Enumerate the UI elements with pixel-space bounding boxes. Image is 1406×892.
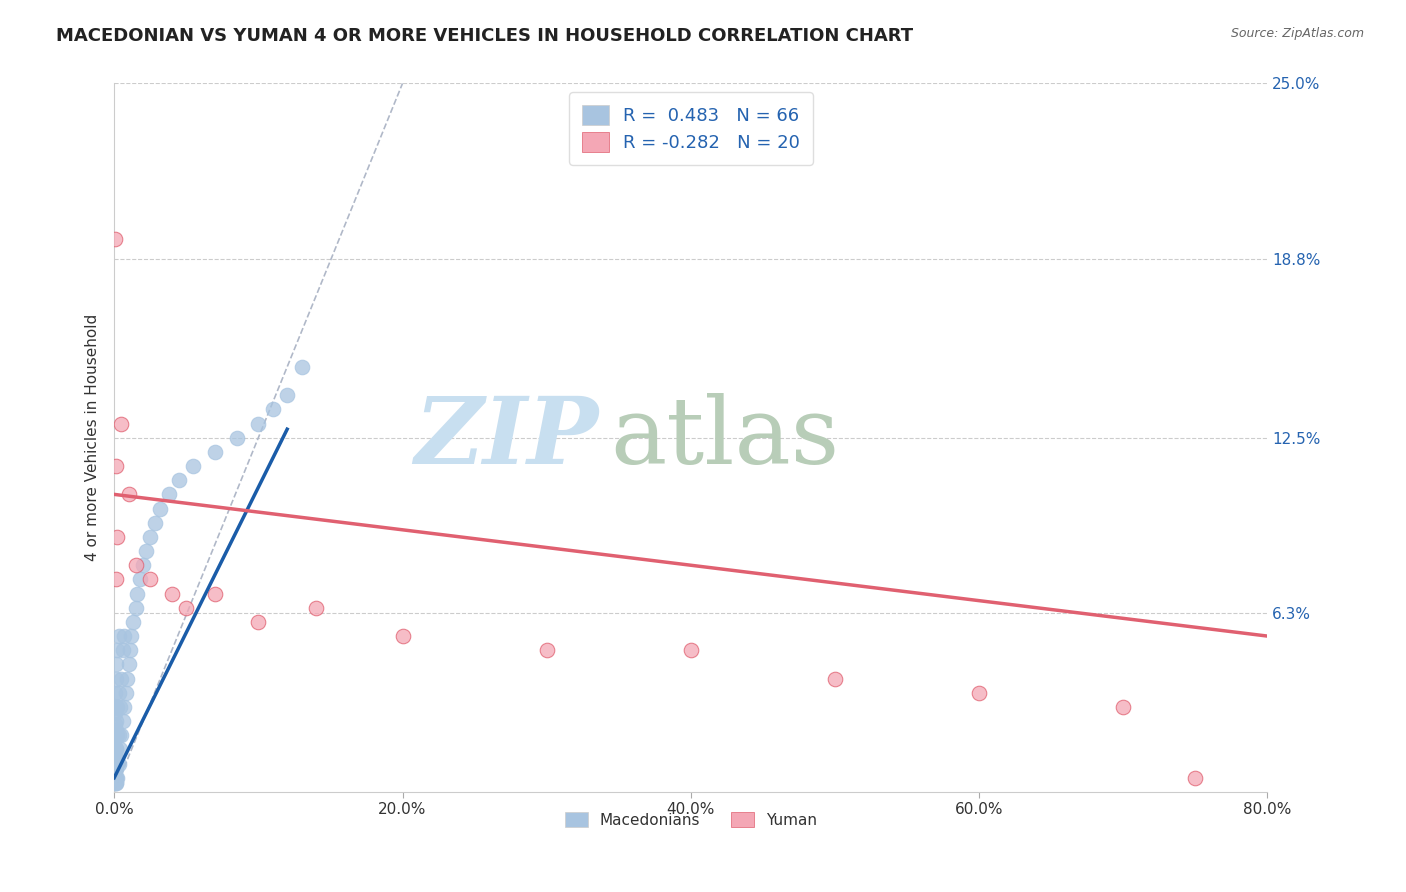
Point [247, 417, 270, 431]
Point [110, 728, 132, 742]
Point [105, 771, 128, 785]
Point [105, 700, 128, 714]
Point [127, 586, 149, 600]
Point [125, 558, 148, 573]
Point [1112, 700, 1135, 714]
Point [104, 700, 127, 714]
Point [132, 558, 155, 573]
Point [105, 723, 128, 737]
Point [139, 530, 162, 544]
Point [157, 487, 180, 501]
Text: ZIP: ZIP [415, 392, 599, 483]
Point [105, 756, 128, 771]
Point [104, 776, 127, 790]
Point [104, 771, 127, 785]
Point [107, 728, 129, 742]
Point [204, 586, 226, 600]
Point [262, 402, 284, 417]
Point [105, 756, 128, 771]
Point [111, 714, 134, 728]
Point [679, 643, 702, 657]
Point [149, 501, 172, 516]
Point [183, 458, 205, 473]
Y-axis label: 4 or more Vehicles in Household: 4 or more Vehicles in Household [86, 314, 100, 561]
Point [110, 672, 132, 686]
Point [110, 417, 132, 431]
Point [291, 359, 314, 374]
Point [305, 600, 328, 615]
Point [160, 586, 183, 600]
Point [112, 629, 135, 643]
Point [108, 700, 131, 714]
Point [107, 686, 129, 700]
Point [104, 672, 127, 686]
Point [104, 756, 127, 771]
Point [536, 643, 558, 657]
Point [204, 445, 226, 459]
Point [105, 742, 128, 756]
Point [118, 643, 141, 657]
Point [104, 756, 127, 771]
Point [104, 748, 127, 763]
Point [135, 544, 157, 558]
Point [391, 629, 413, 643]
Point [139, 573, 162, 587]
Point [104, 717, 127, 731]
Point [121, 629, 143, 643]
Point [125, 600, 148, 615]
Point [104, 739, 127, 754]
Point [105, 530, 128, 544]
Point [143, 516, 166, 530]
Point [117, 487, 139, 501]
Point [104, 776, 127, 790]
Point [117, 657, 139, 672]
Point [104, 762, 127, 776]
Point [247, 615, 270, 629]
Point [104, 771, 127, 785]
Point [114, 686, 136, 700]
Point [105, 728, 128, 742]
Point [1184, 771, 1206, 785]
Point [115, 672, 138, 686]
Text: MACEDONIAN VS YUMAN 4 OR MORE VEHICLES IN HOUSEHOLD CORRELATION CHART: MACEDONIAN VS YUMAN 4 OR MORE VEHICLES I… [56, 27, 914, 45]
Point [129, 573, 152, 587]
Point [225, 431, 247, 445]
Point [105, 643, 128, 657]
Point [104, 573, 127, 587]
Point [105, 776, 128, 790]
Point [105, 700, 128, 714]
Point [105, 771, 128, 785]
Point [104, 728, 127, 742]
Point [104, 762, 127, 776]
Point [167, 473, 190, 487]
Point [107, 756, 129, 771]
Point [967, 686, 990, 700]
Point [104, 714, 127, 728]
Point [122, 615, 145, 629]
Text: Source: ZipAtlas.com: Source: ZipAtlas.com [1230, 27, 1364, 40]
Point [112, 700, 135, 714]
Legend: Macedonians, Yuman: Macedonians, Yuman [558, 805, 823, 834]
Point [104, 728, 127, 742]
Point [105, 458, 128, 473]
Point [111, 643, 134, 657]
Point [174, 600, 197, 615]
Point [824, 672, 846, 686]
Point [105, 657, 128, 672]
Point [104, 232, 127, 246]
Point [276, 388, 298, 402]
Point [104, 686, 127, 700]
Point [107, 629, 129, 643]
Point [104, 706, 127, 720]
Text: atlas: atlas [610, 392, 839, 483]
Point [104, 742, 127, 756]
Point [108, 742, 131, 756]
